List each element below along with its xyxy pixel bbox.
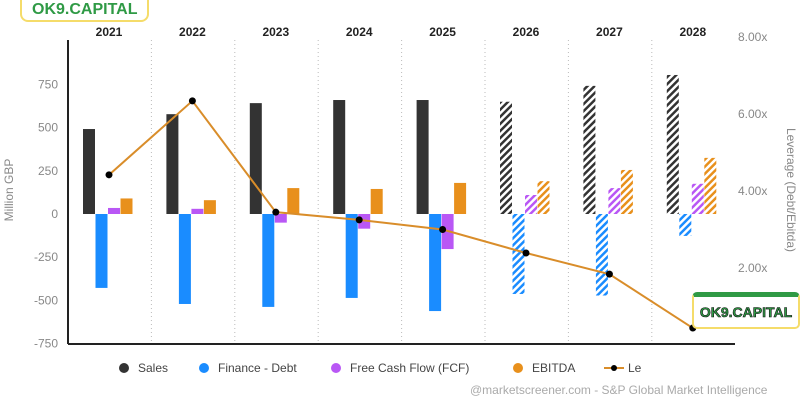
legend-ebitda[interactable]: EBITDA bbox=[532, 361, 575, 375]
bar-sales-2022 bbox=[166, 114, 179, 214]
y-tick-label: -500 bbox=[34, 293, 58, 307]
bar-free-cash-flow-fcf--2022 bbox=[191, 208, 204, 214]
bar-ebitda-2025 bbox=[454, 182, 467, 214]
bar-free-cash-flow-fcf--2028 bbox=[691, 183, 704, 214]
x-tick-label: 2022 bbox=[179, 25, 206, 39]
bar-free-cash-flow-fcf--2023 bbox=[274, 214, 287, 223]
y2-tick-label: 8.00x bbox=[738, 30, 767, 44]
bar-ebitda-2022 bbox=[203, 200, 216, 214]
bar-ebitda-2023 bbox=[287, 188, 300, 214]
bar-sales-2023 bbox=[249, 103, 262, 214]
logo-top: OK9.CAPITAL bbox=[20, 0, 150, 22]
bar-finance-debt-2024 bbox=[345, 214, 358, 298]
y2-tick-label: 4.00x bbox=[738, 184, 767, 198]
bar-ebitda-2028 bbox=[704, 157, 717, 214]
y-axis-label: Million GBP bbox=[2, 159, 16, 222]
x-tick-label: 2026 bbox=[513, 25, 540, 39]
y-tick-label: 250 bbox=[38, 164, 58, 178]
leverage-point-2025 bbox=[439, 226, 447, 233]
y-tick-label: -750 bbox=[34, 337, 58, 351]
legend-sales[interactable]: Sales bbox=[138, 361, 168, 375]
x-tick-label: 2025 bbox=[429, 25, 456, 39]
bar-sales-2028 bbox=[666, 74, 679, 214]
bar-ebitda-2027 bbox=[620, 169, 633, 214]
legend-fcf-marker bbox=[331, 363, 341, 373]
legend-sales-marker bbox=[119, 363, 129, 373]
bar-free-cash-flow-fcf--2027 bbox=[608, 188, 621, 214]
y2-tick-label: 6.00x bbox=[738, 107, 767, 121]
leverage-point-2026 bbox=[522, 249, 530, 257]
y-tick-label: 750 bbox=[38, 77, 58, 91]
bar-sales-2021 bbox=[83, 129, 95, 214]
bar-finance-debt-2025 bbox=[429, 214, 442, 312]
y-tick-label: 0 bbox=[51, 207, 58, 221]
leverage-point-2023 bbox=[272, 208, 280, 216]
bar-finance-debt-2028 bbox=[679, 214, 692, 236]
bar-finance-debt-2027 bbox=[595, 214, 608, 296]
bar-sales-2024 bbox=[333, 100, 346, 214]
leverage-line bbox=[108, 99, 694, 329]
x-tick-label: 2027 bbox=[596, 25, 623, 39]
bar-finance-debt-2021 bbox=[95, 214, 108, 288]
legend-ebitda-marker bbox=[513, 363, 523, 373]
x-tick-label: 2024 bbox=[346, 25, 373, 39]
bar-finance-debt-2023 bbox=[262, 214, 275, 307]
legend-debt[interactable]: Finance - Debt bbox=[218, 361, 297, 375]
x-tick-label: 2023 bbox=[262, 25, 289, 39]
legend-leverage[interactable]: Le bbox=[628, 361, 642, 375]
legend-fcf[interactable]: Free Cash Flow (FCF) bbox=[350, 361, 469, 375]
bar-sales-2025 bbox=[416, 100, 429, 214]
bar-finance-debt-2026 bbox=[512, 214, 525, 294]
bar-free-cash-flow-fcf--2026 bbox=[525, 195, 537, 214]
leverage-point-2027 bbox=[605, 270, 613, 278]
footer-credit: @marketscreener.com - S&P Global Market … bbox=[470, 383, 768, 397]
bar-finance-debt-2022 bbox=[178, 214, 191, 304]
y-tick-label: -250 bbox=[34, 250, 58, 264]
leverage-point-2022 bbox=[188, 97, 196, 105]
bar-ebitda-2021 bbox=[120, 198, 133, 214]
x-tick-label: 2021 bbox=[96, 25, 123, 39]
bar-ebitda-2026 bbox=[537, 181, 550, 214]
leverage-point-2021 bbox=[105, 171, 113, 179]
legend-debt-marker bbox=[199, 363, 209, 373]
bar-sales-2027 bbox=[583, 85, 596, 214]
bar-free-cash-flow-fcf--2021 bbox=[108, 207, 120, 214]
y-tick-label: 500 bbox=[38, 121, 58, 135]
leverage-point-2024 bbox=[355, 216, 363, 224]
y2-tick-label: 2.00x bbox=[738, 261, 767, 275]
x-tick-label: 2028 bbox=[679, 25, 706, 39]
logo-bottom: OK9.CAPITAL bbox=[692, 292, 800, 329]
y2-axis-label: Leverage (Debt/Ebitda) bbox=[784, 128, 798, 252]
bar-ebitda-2024 bbox=[370, 188, 383, 214]
bar-sales-2026 bbox=[500, 101, 512, 214]
